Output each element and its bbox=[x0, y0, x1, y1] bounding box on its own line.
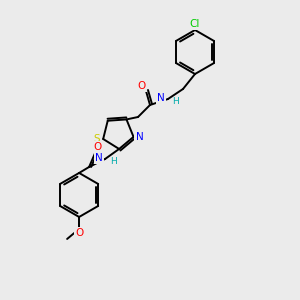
Text: S: S bbox=[94, 134, 100, 144]
Text: N: N bbox=[95, 153, 103, 163]
Text: O: O bbox=[93, 142, 101, 152]
Text: N: N bbox=[157, 93, 165, 103]
Text: H: H bbox=[110, 158, 117, 166]
Text: N: N bbox=[136, 132, 143, 142]
Text: H: H bbox=[172, 97, 179, 106]
Text: O: O bbox=[75, 228, 83, 238]
Text: Cl: Cl bbox=[190, 19, 200, 29]
Text: O: O bbox=[138, 81, 146, 91]
